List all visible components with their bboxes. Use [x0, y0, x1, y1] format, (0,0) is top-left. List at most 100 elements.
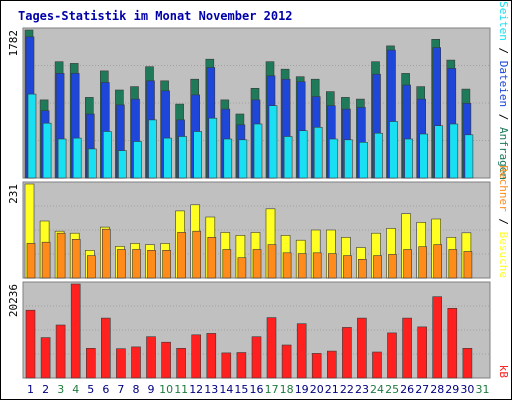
bar-top-seiten-15 — [238, 139, 248, 179]
bar-bot-kb-7 — [116, 348, 126, 379]
x-tick-label-12: 12 — [189, 383, 203, 396]
x-tick-label-7: 7 — [117, 383, 124, 396]
x-tick-label-14: 14 — [219, 383, 233, 396]
bar-mid-rechner-17 — [267, 244, 277, 279]
bar-bot-kb-5 — [86, 347, 96, 379]
bar-mid-rechner-26 — [403, 249, 412, 279]
x-tick-label-3: 3 — [57, 383, 64, 396]
x-tick-label-26: 26 — [400, 383, 414, 396]
bar-top-seiten-28 — [434, 125, 444, 179]
chart-panels — [22, 27, 491, 379]
x-tick-label-15: 15 — [234, 383, 248, 396]
bar-bot-kb-24 — [372, 351, 382, 379]
bar-mid-rechner-21 — [327, 253, 337, 279]
bar-top-seiten-25 — [389, 121, 398, 179]
panel-top — [22, 27, 491, 179]
bar-bot-kb-3 — [55, 324, 66, 379]
bar-mid-rechner-1 — [26, 243, 36, 279]
x-tick-label-13: 13 — [204, 383, 218, 396]
bar-top-seiten-17 — [268, 105, 278, 179]
bar-bot-kb-11 — [176, 347, 186, 379]
x-tick-label-27: 27 — [415, 383, 429, 396]
bar-top-seiten-6 — [103, 131, 112, 179]
bar-top-seiten-2 — [42, 122, 52, 179]
x-tick-label-24: 24 — [370, 383, 384, 396]
bar-bot-kb-27 — [417, 326, 428, 379]
bar-top-seiten-18 — [283, 136, 293, 179]
bar-bot-kb-1 — [25, 309, 36, 379]
x-tick-label-2: 2 — [42, 383, 49, 396]
x-tick-label-31: 31 — [476, 383, 490, 396]
ymax-label-mid: 231 — [7, 184, 20, 204]
bar-mid-rechner-4 — [71, 239, 81, 279]
panel-mid — [22, 181, 491, 279]
x-tick-label-9: 9 — [148, 383, 155, 396]
x-tick-label-16: 16 — [250, 383, 264, 396]
x-tick-label-28: 28 — [430, 383, 444, 396]
bar-mid-rechner-22 — [343, 255, 352, 279]
bar-bot-kb-10 — [161, 341, 171, 379]
bar-bot-kb-22 — [342, 327, 352, 379]
bar-bot-kb-28 — [432, 296, 443, 379]
bar-top-seiten-12 — [193, 131, 202, 179]
x-tick-label-29: 29 — [445, 383, 459, 396]
bar-bot-kb-26 — [402, 317, 412, 379]
bar-mid-rechner-15 — [237, 257, 247, 279]
x-tick-label-20: 20 — [310, 383, 324, 396]
bar-bot-kb-15 — [236, 352, 247, 379]
bar-bot-kb-9 — [146, 336, 156, 379]
x-tick-label-5: 5 — [87, 383, 94, 396]
bar-mid-rechner-24 — [373, 255, 382, 279]
bar-mid-rechner-18 — [282, 252, 292, 279]
x-tick-label-11: 11 — [174, 383, 188, 396]
bar-top-seiten-23 — [359, 142, 368, 179]
bar-top-seiten-22 — [344, 139, 353, 179]
bar-bot-kb-17 — [266, 317, 277, 379]
ymax-label-top: 1782 — [7, 30, 20, 57]
bar-mid-rechner-30 — [463, 251, 473, 279]
bar-bot-kb-12 — [191, 334, 201, 379]
x-tick-label-4: 4 — [72, 383, 79, 396]
bar-mid-rechner-19 — [297, 253, 307, 279]
y-axis-max-labels: 1782 231 20236 — [7, 30, 20, 317]
bar-top-seiten-9 — [148, 119, 157, 179]
bar-top-seiten-24 — [374, 132, 383, 179]
bar-top-seiten-27 — [419, 133, 429, 179]
bar-bot-kb-2 — [40, 337, 51, 379]
x-axis-labels: 1 2 3 4 5 6 7 8 9 10 11 12 13 14 15 16 17 18 19 20 21 22 23 24 2… — [27, 383, 490, 396]
bar-mid-rechner-12 — [192, 230, 201, 279]
bar-mid-rechner-10 — [162, 250, 171, 279]
x-tick-label-25: 25 — [385, 383, 399, 396]
chart-title: Tages-Statistik im Monat November 2012 — [18, 9, 293, 23]
bar-top-seiten-8 — [133, 141, 142, 179]
bar-bot-kb-8 — [131, 346, 141, 379]
bar-top-seiten-3 — [57, 138, 67, 179]
bar-mid-rechner-16 — [252, 249, 262, 279]
bar-mid-rechner-28 — [433, 244, 443, 279]
bar-mid-rechner-27 — [418, 246, 428, 279]
x-tick-label-30: 30 — [460, 383, 474, 396]
bar-top-seiten-1 — [27, 93, 37, 179]
bar-top-seiten-19 — [298, 130, 308, 179]
bar-bot-kb-13 — [206, 333, 217, 379]
x-tick-label-10: 10 — [159, 383, 173, 396]
bar-mid-rechner-6 — [102, 228, 111, 279]
bar-bot-kb-19 — [296, 323, 307, 379]
bar-mid-rechner-25 — [388, 254, 397, 279]
x-tick-label-21: 21 — [325, 383, 339, 396]
bar-mid-rechner-8 — [132, 249, 141, 279]
bar-top-seiten-11 — [178, 136, 187, 179]
x-tick-label-18: 18 — [280, 383, 294, 396]
bar-top-seiten-13 — [208, 117, 218, 179]
bar-top-seiten-30 — [464, 134, 474, 179]
legend-top: Seiten / Dateien / Anfragen — [497, 1, 510, 180]
ymax-label-bot: 20236 — [7, 284, 20, 317]
bar-top-seiten-26 — [404, 138, 413, 179]
bar-mid-rechner-13 — [207, 237, 217, 279]
legend-mid: Rechner / Besuche — [497, 165, 510, 278]
bar-mid-rechner-5 — [87, 255, 96, 279]
bar-bot-kb-6 — [101, 317, 111, 379]
bar-mid-rechner-14 — [222, 249, 232, 279]
